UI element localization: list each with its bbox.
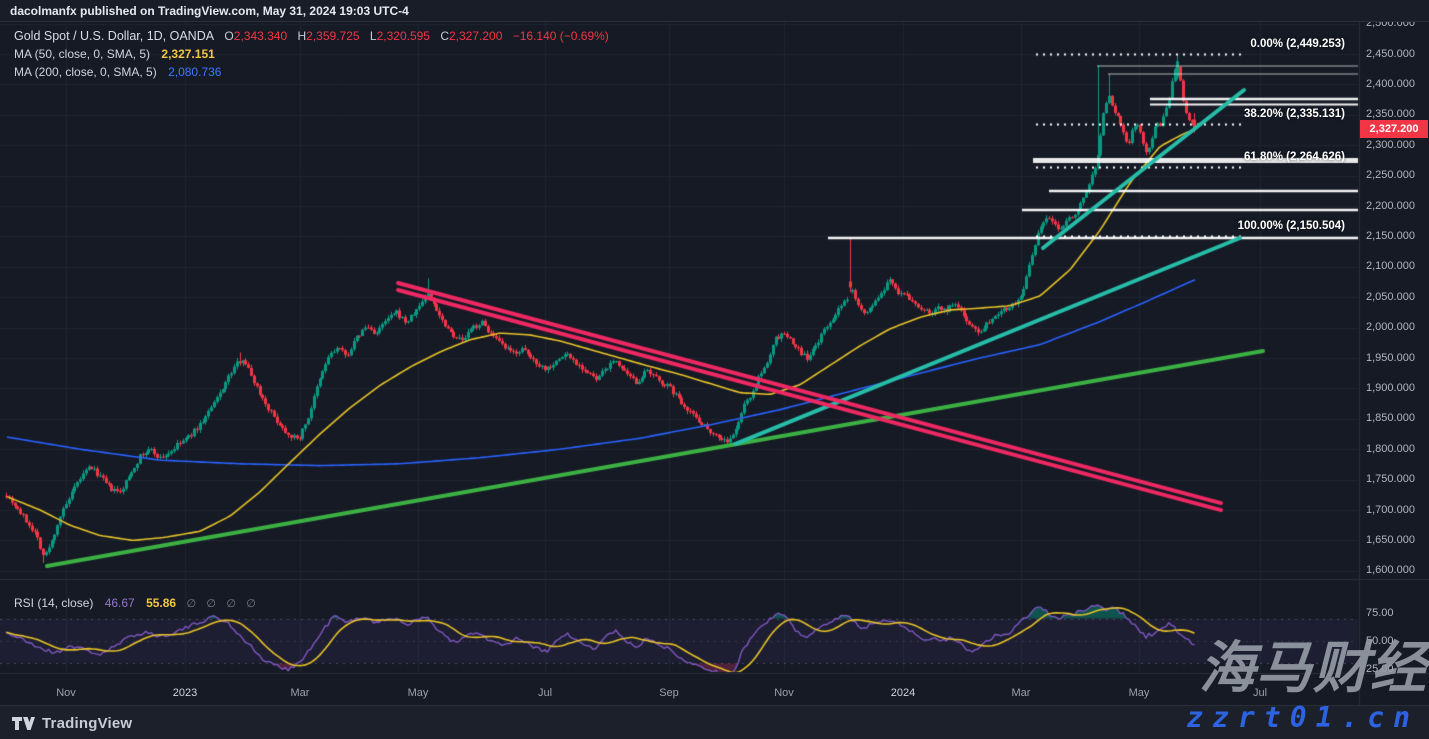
time-tick-label[interactable]: Jul (537, 687, 553, 699)
tradingview-brand[interactable]: TradingView (12, 715, 132, 732)
ma50-value: 2,327.151 (161, 47, 215, 61)
symbol-title[interactable]: Gold Spot / U.S. Dollar, 1D, OANDA (14, 29, 215, 43)
chart-legend: Gold Spot / U.S. Dollar, 1D, OANDA O2,34… (14, 27, 609, 81)
ma50-row[interactable]: MA (50, close, 0, SMA, 5) 2,327.151 (14, 45, 609, 63)
rsi-legend[interactable]: RSI (14, close) 46.67 55.86 ∅ ∅ ∅ ∅ (14, 596, 256, 610)
rsi-tick-label: 25.00 (1366, 662, 1394, 675)
time-tick-label[interactable]: May (1128, 687, 1150, 699)
price-tick-label[interactable]: 2,200.000 (1366, 199, 1415, 212)
brand-text: TradingView (42, 714, 133, 732)
price-tick-label[interactable]: 1,900.000 (1366, 381, 1415, 394)
rsi-tick-label: 75.00 (1366, 606, 1394, 619)
time-tick-label[interactable]: May (407, 687, 429, 699)
fib-level-label: 0.00% (2,449.253) (1250, 38, 1345, 51)
change-value: −16.140 (−0.69%) (512, 29, 609, 43)
ohlc-high: H2,359.725 (297, 29, 360, 43)
ma200-row[interactable]: MA (200, close, 0, SMA, 5) 2,080.736 (14, 63, 609, 81)
price-tick-label[interactable]: 2,300.000 (1366, 138, 1415, 151)
time-tick-label[interactable]: Mar (1011, 687, 1031, 699)
price-tick-label[interactable]: 1,700.000 (1366, 503, 1415, 516)
last-price-badge: 2,327.200 (1360, 120, 1428, 138)
fib-level-label: 61.80% (2,264.626) (1243, 150, 1345, 163)
symbol-row: Gold Spot / U.S. Dollar, 1D, OANDA O2,34… (14, 27, 609, 45)
attribution-text: dacolmanfx published on TradingView.com,… (10, 3, 409, 18)
rsi-tick-label: 50.00 (1366, 634, 1394, 647)
ma200-label: MA (200, close, 0, SMA, 5) (14, 65, 157, 79)
attribution-bar: dacolmanfx published on TradingView.com,… (0, 0, 1429, 22)
rsi-empty-marker: ∅ (226, 598, 236, 610)
time-tick-label[interactable]: 2024 (890, 687, 916, 699)
price-tick-label[interactable]: 2,100.000 (1366, 260, 1415, 273)
ohlc-low: L2,320.595 (369, 29, 430, 43)
time-tick-label[interactable]: Nov (774, 687, 794, 699)
footer-bar: TradingView (0, 705, 1429, 739)
fib-level-label: 100.00% (2,150.504) (1237, 220, 1345, 233)
rsi-value: 46.67 (104, 596, 135, 610)
ohlc-close: C2,327.200 (440, 29, 503, 43)
rsi-ma-value: 55.86 (146, 596, 177, 610)
price-tick-label[interactable]: 2,350.000 (1366, 108, 1415, 121)
ohlc-open: O2,343.340 (224, 29, 288, 43)
price-tick-label[interactable]: 1,600.000 (1366, 564, 1415, 577)
time-tick-label[interactable]: Jul (1252, 687, 1268, 699)
fib-level-label: 38.20% (2,335.131) (1243, 107, 1345, 120)
rsi-empty-marker: ∅ (186, 598, 197, 610)
rsi-label: RSI (14, close) (14, 596, 94, 610)
tradingview-logo-icon (12, 716, 35, 730)
price-tick-label[interactable]: 1,850.000 (1366, 412, 1415, 425)
price-tick-label[interactable]: 1,950.000 (1366, 351, 1415, 364)
price-tick-label[interactable]: 1,750.000 (1366, 473, 1415, 486)
price-tick-label[interactable]: 1,800.000 (1366, 442, 1415, 455)
price-tick-label[interactable]: 2,150.000 (1366, 229, 1415, 242)
price-tick-label[interactable]: 2,050.000 (1366, 290, 1415, 303)
price-tick-label[interactable]: 2,250.000 (1366, 169, 1415, 182)
price-tick-label[interactable]: 1,650.000 (1366, 533, 1415, 546)
price-tick-label[interactable]: 2,000.000 (1366, 321, 1415, 334)
ma200-value: 2,080.736 (168, 65, 222, 79)
price-tick-label[interactable]: 2,450.000 (1366, 47, 1415, 60)
rsi-empty-marker: ∅ (246, 598, 256, 610)
time-tick-label[interactable]: Mar (290, 687, 310, 699)
time-tick-label[interactable]: Sep (659, 687, 679, 699)
rsi-empty-marker: ∅ (206, 598, 216, 610)
price-tick-label[interactable]: 2,400.000 (1366, 77, 1415, 90)
time-tick-label[interactable]: 2023 (172, 687, 198, 699)
ma50-label: MA (50, close, 0, SMA, 5) (14, 47, 151, 61)
time-tick-label[interactable]: Nov (56, 687, 76, 699)
